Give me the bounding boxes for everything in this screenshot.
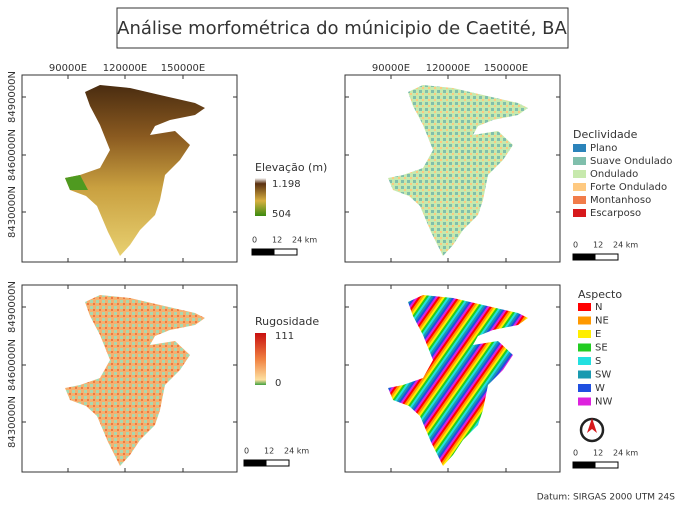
map-slope: [344, 74, 561, 263]
map-elevation: [21, 74, 238, 263]
legend-label: Suave Ondulado: [590, 156, 672, 167]
legend-swatch: [578, 330, 591, 338]
legend-min: 504: [272, 209, 291, 220]
legend-title: Aspecto: [578, 288, 622, 301]
scale-label: 0: [573, 241, 578, 250]
title: Análise morfométrica do múnicipio de Cae…: [117, 18, 567, 39]
scale-label: 12: [593, 241, 603, 250]
legend-swatch: [578, 384, 591, 392]
scale-bar: [572, 461, 596, 469]
scale-label: 24 km: [613, 449, 638, 458]
scale-bar: [273, 248, 298, 256]
legend-max: 111: [275, 331, 294, 342]
legend-label: Plano: [590, 143, 617, 154]
legend-min: 0: [275, 378, 281, 389]
scale-label: 0: [252, 236, 257, 245]
y-coord-label: 8490000N: [7, 281, 18, 333]
scale-bar: [251, 248, 275, 256]
y-coord-label: 8490000N: [7, 71, 18, 123]
scale-label: 0: [573, 449, 578, 458]
legend-label: NW: [595, 397, 612, 408]
legend-label: N: [595, 302, 602, 313]
north-arrow: [579, 417, 605, 443]
scale-label: 12: [264, 447, 274, 456]
legend-label: Escarposo: [590, 208, 641, 219]
legend-ramp: [255, 333, 266, 385]
scale-bar: [572, 253, 596, 261]
legend-swatch: [578, 397, 591, 406]
legend-label: Ondulado: [590, 169, 638, 180]
legend-label: W: [595, 383, 605, 394]
legend-label: Forte Ondulado: [590, 182, 667, 193]
scale-label: 24 km: [292, 236, 317, 245]
scale-label: 24 km: [613, 241, 638, 250]
x-coord-label: 120000E: [103, 63, 148, 74]
legend-swatch: [578, 343, 591, 352]
scale-label: 0: [244, 447, 249, 456]
y-coord-label: 8430000N: [7, 396, 18, 448]
scale-bar: [594, 253, 619, 261]
legend-label: E: [595, 329, 601, 340]
legend-label: SW: [595, 370, 611, 381]
y-coord-label: 8430000N: [7, 186, 18, 238]
legend-swatch: [578, 303, 591, 311]
datum: Datum: SIRGAS 2000 UTM 24S: [537, 493, 676, 503]
legend-label: SE: [595, 343, 608, 354]
legend-label: S: [595, 356, 601, 367]
legend-ramp: [255, 178, 266, 216]
scale-bar: [594, 461, 619, 469]
legend-swatch: [573, 170, 586, 178]
legend-swatch: [573, 183, 586, 191]
scale-bar: [265, 459, 290, 467]
x-coord-label: 90000E: [49, 63, 87, 74]
legend-swatch: [573, 196, 586, 204]
scale-bar: [243, 459, 267, 467]
legend-swatch: [573, 209, 586, 217]
x-coord-label: 150000E: [484, 63, 529, 74]
legend-swatch: [578, 370, 591, 379]
title-box: [116, 7, 569, 49]
legend-title: Rugosidade: [255, 315, 319, 328]
scale-label: 12: [593, 449, 603, 458]
legend-label: NE: [595, 316, 609, 327]
scale-label: 24 km: [284, 447, 309, 456]
x-coord-label: 90000E: [372, 63, 410, 74]
legend-max: 1.198: [272, 179, 301, 190]
legend-label: Montanhoso: [590, 195, 651, 206]
y-coord-label: 8460000N: [7, 129, 18, 181]
legend-swatch: [578, 357, 591, 365]
map-roughness: [21, 284, 238, 473]
map-aspect: [344, 284, 561, 473]
legend-swatch: [573, 157, 586, 165]
legend-title: Elevação (m): [255, 161, 327, 174]
x-coord-label: 150000E: [161, 63, 206, 74]
scale-label: 12: [272, 236, 282, 245]
legend-swatch: [573, 144, 586, 152]
legend-title: Declividade: [573, 128, 638, 141]
x-coord-label: 120000E: [426, 63, 471, 74]
y-coord-label: 8460000N: [7, 339, 18, 391]
legend-swatch: [578, 316, 591, 325]
